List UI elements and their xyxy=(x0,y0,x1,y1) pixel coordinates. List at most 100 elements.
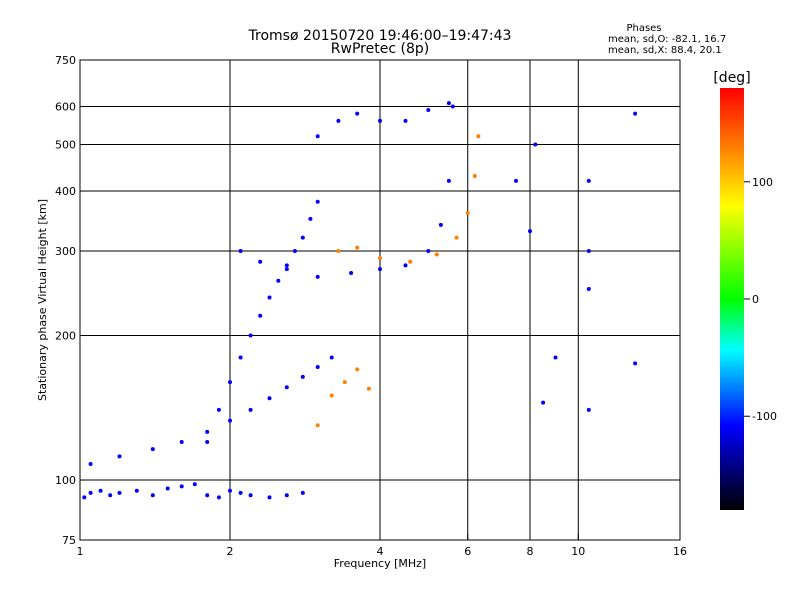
data-point-2-2 xyxy=(228,380,232,385)
x-tick-label-6: 16 xyxy=(673,545,687,558)
data-point-0-14 xyxy=(248,493,253,498)
y-axis-label: Stationary phase Virtual Height [km] xyxy=(36,199,49,401)
data-point-1-8 xyxy=(284,385,289,390)
data-point-2-9 xyxy=(292,249,297,253)
data-point-6-3 xyxy=(378,118,382,123)
data-point-0-2 xyxy=(98,488,103,493)
x-tick-label-2: 4 xyxy=(377,545,384,558)
data-point-0-13 xyxy=(238,490,243,495)
data-point-4-5 xyxy=(454,235,459,240)
data-point-7-3 xyxy=(541,400,546,405)
data-point-1-0 xyxy=(88,462,93,466)
data-point-6-1 xyxy=(336,118,341,123)
data-point-7-7 xyxy=(586,287,591,291)
data-point-0-15 xyxy=(267,495,272,500)
data-point-1-10 xyxy=(315,365,320,369)
data-point-7-10 xyxy=(633,361,638,366)
y-tick-label-2: 200 xyxy=(55,330,76,343)
y-tick-label-5: 500 xyxy=(55,139,76,152)
data-point-0-8 xyxy=(179,484,184,489)
data-point-0-4 xyxy=(117,490,122,495)
data-point-2-7 xyxy=(276,278,281,283)
x-tick-label-1: 2 xyxy=(227,545,234,558)
data-point-6-6 xyxy=(446,101,451,106)
data-point-3-6 xyxy=(403,263,408,268)
x-tick-label-0: 1 xyxy=(77,545,84,558)
data-points xyxy=(82,101,638,500)
data-point-0-11 xyxy=(216,495,221,500)
data-point-2-10 xyxy=(300,235,305,240)
data-point-3-5 xyxy=(378,267,382,272)
chart-subtitle: RwPretec (8p) xyxy=(331,41,429,57)
data-point-3-2 xyxy=(284,267,289,272)
data-point-0-0 xyxy=(82,495,87,500)
data-point-4-0 xyxy=(336,249,341,253)
colorbar-tick-label-2: -100 xyxy=(752,410,777,423)
data-point-0-16 xyxy=(284,493,289,498)
data-point-5-1 xyxy=(329,393,334,398)
y-axis-ticks: 75 100 200 300 400 500 600 750 xyxy=(55,54,86,547)
data-point-6-4 xyxy=(403,118,408,123)
y-tick-label-0: 75 xyxy=(62,534,76,547)
chart-title: Tromsø 20150720 19:46:00–19:47:43 xyxy=(248,28,512,44)
data-point-6-0 xyxy=(315,134,320,139)
data-point-2-3 xyxy=(238,355,243,360)
data-point-7-8 xyxy=(586,407,591,412)
data-point-7-5 xyxy=(586,178,591,183)
data-point-4-7 xyxy=(472,174,477,178)
data-point-7-6 xyxy=(586,249,591,253)
data-point-2-11 xyxy=(308,216,313,221)
data-point-2-4 xyxy=(248,333,253,338)
data-point-3-1 xyxy=(258,259,263,264)
data-point-3-8 xyxy=(438,222,443,227)
data-point-3-4 xyxy=(349,271,354,275)
data-point-7-0 xyxy=(514,178,518,183)
data-point-2-6 xyxy=(267,295,272,300)
data-point-7-2 xyxy=(533,142,538,147)
y-tick-label-4: 400 xyxy=(55,185,76,198)
data-point-5-2 xyxy=(342,380,347,385)
data-point-4-3 xyxy=(408,259,413,264)
data-point-2-8 xyxy=(284,263,289,268)
data-point-3-7 xyxy=(426,249,431,253)
data-point-1-11 xyxy=(329,355,334,360)
data-point-1-6 xyxy=(248,407,253,412)
data-point-0-10 xyxy=(205,493,210,498)
data-point-7-1 xyxy=(528,229,532,234)
data-point-1-9 xyxy=(300,374,305,379)
data-point-0-5 xyxy=(134,488,139,493)
colorbar-tick-label-0: 100 xyxy=(752,176,773,189)
data-point-6-5 xyxy=(426,108,431,112)
y-tick-label-6: 600 xyxy=(55,101,76,114)
data-point-4-1 xyxy=(355,245,360,250)
x-mode-stats: mean, sd,X: 88.4, 20.1 xyxy=(608,45,722,56)
data-point-1-3 xyxy=(179,440,184,444)
data-point-7-4 xyxy=(553,355,558,360)
grid-lines xyxy=(80,60,680,540)
data-point-0-9 xyxy=(192,482,197,487)
data-point-3-10 xyxy=(450,104,455,109)
o-mode-stats: mean, sd,O: -82.1, 16.7 xyxy=(608,34,726,45)
x-tick-label-4: 8 xyxy=(527,545,534,558)
data-point-6-2 xyxy=(355,111,360,116)
data-point-2-1 xyxy=(216,407,221,412)
x-axis-label: Frequency [MHz] xyxy=(334,557,426,570)
data-point-0-3 xyxy=(108,493,113,498)
data-point-3-9 xyxy=(446,178,451,183)
data-point-1-5 xyxy=(228,418,232,423)
data-point-2-5 xyxy=(258,313,263,318)
colorbar-ticks: 100 0 -100 xyxy=(744,176,777,423)
data-point-2-12 xyxy=(315,199,320,204)
data-point-3-0 xyxy=(238,249,243,253)
data-point-5-0 xyxy=(315,423,320,428)
data-point-4-8 xyxy=(476,134,481,139)
data-point-0-17 xyxy=(300,490,305,495)
data-point-3-3 xyxy=(315,274,320,279)
y-tick-label-1: 100 xyxy=(55,474,76,487)
phases-heading: Phases xyxy=(626,23,661,34)
data-point-4-2 xyxy=(378,256,382,261)
colorbar-tick-label-1: 0 xyxy=(752,293,759,306)
data-point-7-9 xyxy=(633,111,638,116)
data-point-5-3 xyxy=(355,367,360,372)
